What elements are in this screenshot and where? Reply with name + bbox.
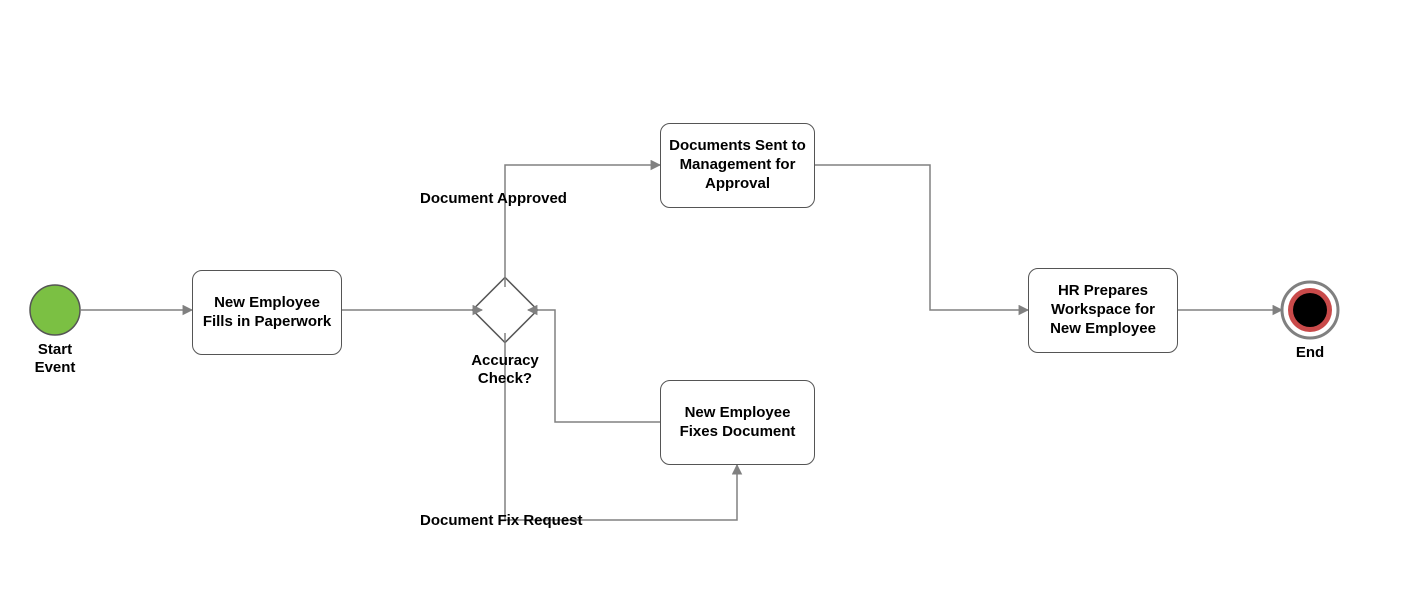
edge-label-fix-request: Document Fix Request [420, 512, 583, 530]
edge-gateway-task2 [505, 165, 660, 287]
edge-task2-task4 [815, 165, 1028, 310]
task-label: HR Prepares Workspace for New Employee [1035, 282, 1171, 338]
task-label: New Employee Fills in Paperwork [199, 294, 335, 332]
end-event-label: End [1290, 344, 1330, 362]
task-fix-document: New Employee Fixes Document [660, 380, 815, 465]
gateway-accuracy-check [472, 277, 537, 342]
task-docs-to-management: Documents Sent to Management for Approva… [660, 123, 815, 208]
start-event [30, 285, 80, 335]
task-label: New Employee Fixes Document [667, 404, 808, 442]
edge-label-approved: Document Approved [420, 190, 567, 208]
end-event [1282, 282, 1338, 338]
gateway-diamond [472, 277, 537, 342]
task-fill-paperwork: New Employee Fills in Paperwork [192, 270, 342, 355]
start-event-circle [30, 285, 80, 335]
task-hr-prepares-workspace: HR Prepares Workspace for New Employee [1028, 268, 1178, 353]
task-label: Documents Sent to Management for Approva… [667, 137, 808, 193]
gateway-label: AccuracyCheck? [455, 352, 555, 388]
start-event-label: StartEvent [25, 341, 85, 377]
